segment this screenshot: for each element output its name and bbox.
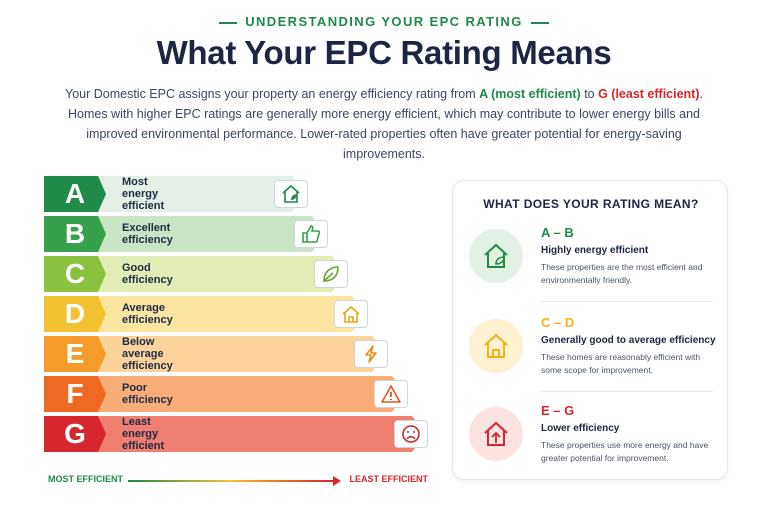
bar-bg — [44, 416, 426, 452]
divider — [541, 301, 713, 302]
house-leaf-icon — [469, 229, 523, 283]
group-band: A – B — [541, 225, 574, 240]
efficiency-scale: MOST EFFICIENT LEAST EFFICIENT — [48, 474, 428, 488]
intro-to: to — [580, 87, 599, 101]
rating-label: Most energy efficient — [122, 176, 165, 212]
rating-label: Average efficiency — [122, 302, 173, 326]
scale-right-label: LEAST EFFICIENT — [349, 474, 429, 484]
rating-letter: A — [44, 176, 106, 212]
leaf-icon — [314, 260, 348, 288]
scale-arrow-icon — [333, 476, 341, 486]
group-subtitle: Highly energy efficient — [541, 245, 649, 256]
intro-a: A (most efficient) — [479, 87, 581, 101]
sad-face-icon — [394, 420, 428, 448]
house-up-arrow-icon — [469, 407, 523, 461]
scale-line — [128, 480, 333, 482]
eyebrow-dash-left — [219, 21, 238, 24]
eyebrow: UNDERSTANDING YOUR EPC RATING — [0, 14, 768, 29]
house-leaf-icon — [274, 180, 308, 208]
warning-icon — [374, 380, 408, 408]
page-title: What Your EPC Rating Means — [156, 34, 612, 71]
rating-letter: G — [44, 416, 106, 452]
panel-title: WHAT DOES YOUR RATING MEAN? — [483, 197, 699, 211]
group-eg: E – G Lower efficiency These properties … — [469, 403, 719, 491]
rating-label: Least energy efficient — [122, 416, 165, 452]
eyebrow-dash-right — [530, 21, 549, 24]
eyebrow-text: UNDERSTANDING YOUR EPC RATING — [245, 14, 523, 29]
rating-label: Good efficiency — [122, 262, 173, 286]
intro-rest: . Homes with higher EPC ratings are gene… — [67, 87, 703, 161]
rating-meaning-panel: WHAT DOES YOUR RATING MEAN? A – B Highly… — [452, 180, 728, 480]
group-band: E – G — [541, 403, 575, 418]
rating-letter: C — [44, 256, 106, 292]
group-subtitle: Lower efficiency — [541, 423, 620, 434]
rating-label: Below average efficiency — [122, 336, 173, 372]
group-band: C – D — [541, 315, 575, 330]
rating-label: Poor efficiency — [122, 382, 173, 406]
group-cd: C – D Generally good to average efficien… — [469, 315, 719, 403]
scale-left-label: MOST EFFICIENT — [48, 474, 123, 484]
house-icon — [334, 300, 368, 328]
rating-letter: D — [44, 296, 106, 332]
rating-letter: B — [44, 216, 106, 252]
thumbs-up-icon — [294, 220, 328, 248]
rating-label: Excellent efficiency — [122, 222, 173, 246]
house-icon — [469, 319, 523, 373]
rating-letter: F — [44, 376, 106, 412]
intro-g: G (least efficient) — [598, 87, 700, 101]
group-subtitle: Generally good to average efficiency — [541, 335, 716, 346]
lightning-icon — [354, 340, 388, 368]
divider — [541, 391, 713, 392]
group-desc: These properties use more energy and hav… — [541, 440, 709, 463]
intro-text: Your Domestic EPC assigns your property … — [60, 84, 708, 164]
group-desc: These properties are the most efficient … — [541, 262, 703, 285]
rating-letter: E — [44, 336, 106, 372]
group-desc: These homes are reasonably efficient wit… — [541, 352, 701, 375]
group-ab: A – B Highly energy efficient These prop… — [469, 225, 719, 313]
intro-part: Your Domestic EPC assigns your property … — [65, 87, 480, 101]
